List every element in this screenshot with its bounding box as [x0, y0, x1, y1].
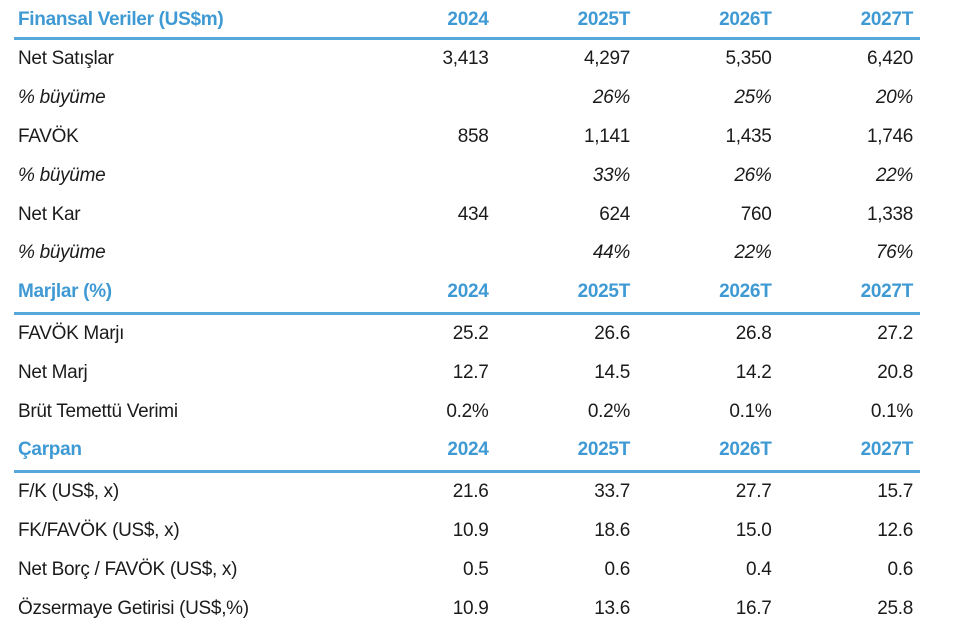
- table-row-net-kar: Net Kar 434 624 760 1,338: [14, 195, 920, 234]
- cell-value: 0.2%: [587, 400, 630, 422]
- cell-value: 26.6: [594, 322, 630, 344]
- table-row-net-borc-favok: Net Borç / FAVÖK (US$, x) 0.5 0.6 0.4 0.…: [14, 550, 920, 589]
- cell-value: 76%: [875, 242, 913, 264]
- cell-value: 20%: [875, 87, 913, 109]
- cell-value: 1,746: [866, 125, 913, 147]
- cell-value: 5,350: [725, 48, 772, 70]
- table-row-net-marj: Net Marj 12.7 14.5 14.2 20.8: [14, 353, 920, 392]
- cell-value: 1,435: [725, 125, 772, 147]
- column-header-2024: 2024: [354, 2, 496, 40]
- cell-value: 26%: [592, 87, 630, 109]
- cell-value: 0.4: [745, 558, 772, 580]
- cell-value: 16.7: [735, 597, 772, 619]
- cell-value: 0.6: [887, 558, 913, 580]
- cell-value: 15.7: [877, 481, 913, 503]
- cell-value: 25.8: [877, 597, 913, 619]
- column-header-2026t: 2026T: [637, 430, 779, 473]
- cell-value: 22%: [875, 164, 913, 186]
- table-row-net-satislar: Net Satışlar 3,413 4,297 5,350 6,420: [14, 39, 920, 79]
- section-title: Marjlar (%): [14, 272, 354, 315]
- row-label: Net Kar: [18, 203, 81, 225]
- row-label: Net Borç / FAVÖK (US$, x): [18, 558, 238, 580]
- column-header-2027t: 2027T: [778, 272, 920, 315]
- table-row-fk: F/K (US$, x) 21.6 33.7 27.7 15.7: [14, 471, 920, 511]
- section-title: Finansal Veriler (US$m): [14, 2, 354, 40]
- column-header-2026t: 2026T: [637, 2, 779, 40]
- row-label: % büyüme: [18, 242, 106, 264]
- cell-value: 0.2%: [446, 400, 489, 422]
- row-label: F/K (US$, x): [18, 481, 119, 503]
- cell-value: 10.9: [452, 519, 489, 541]
- cell-value: 434: [457, 203, 489, 225]
- cell-value: 27.7: [735, 481, 772, 503]
- column-header-2026t: 2026T: [637, 272, 779, 315]
- row-label: % büyüme: [18, 87, 106, 109]
- row-label: FAVÖK: [18, 125, 79, 147]
- cell-value: 6,420: [866, 48, 913, 70]
- cell-value: [354, 156, 496, 195]
- table-row-buyume-net-kar: % büyüme 44% 22% 76%: [14, 234, 920, 273]
- section-header-marjlar: Marjlar (%) 2024 2025T 2026T 2027T: [14, 272, 920, 315]
- cell-value: 0.1%: [729, 400, 772, 422]
- row-label: FAVÖK Marjı: [18, 322, 125, 344]
- table-row-favok-marji: FAVÖK Marjı 25.2 26.6 26.8 27.2: [14, 313, 920, 353]
- cell-value: 26%: [734, 164, 772, 186]
- cell-value: 33%: [592, 164, 630, 186]
- cell-value: 4,297: [583, 48, 630, 70]
- cell-value: 858: [457, 125, 489, 147]
- column-header-2027t: 2027T: [778, 430, 920, 473]
- cell-value: 1,338: [866, 203, 913, 225]
- column-header-2025t: 2025T: [495, 272, 637, 315]
- table-row-fk-favok: FK/FAVÖK (US$, x) 10.9 18.6 15.0 12.6: [14, 512, 920, 551]
- cell-value: 14.5: [594, 361, 630, 383]
- section-title: Çarpan: [14, 430, 354, 473]
- row-label: Net Satışlar: [18, 48, 114, 70]
- financials-table: Finansal Veriler (US$m) 2024 2025T 2026T…: [14, 2, 920, 628]
- cell-value: 12.7: [452, 361, 489, 383]
- cell-value: 21.6: [452, 481, 489, 503]
- column-header-2025t: 2025T: [495, 430, 637, 473]
- cell-value: 25.2: [452, 322, 489, 344]
- column-header-2025t: 2025T: [495, 2, 637, 40]
- cell-value: 3,413: [442, 48, 489, 70]
- table-row-ozsermaye-getirisi: Özsermaye Getirisi (US$,%) 10.9 13.6 16.…: [14, 589, 920, 628]
- cell-value: 0.1%: [870, 400, 913, 422]
- cell-value: 624: [599, 203, 630, 225]
- cell-value: 1,141: [583, 125, 630, 147]
- cell-value: 20.8: [877, 361, 913, 383]
- row-label: Brüt Temettü Verimi: [18, 400, 178, 422]
- table-row-brut-temettu-verimi: Brüt Temettü Verimi 0.2% 0.2% 0.1% 0.1%: [14, 392, 920, 431]
- cell-value: [354, 234, 496, 273]
- cell-value: 15.0: [735, 519, 772, 541]
- column-header-2027t: 2027T: [778, 2, 920, 40]
- cell-value: 14.2: [735, 361, 772, 383]
- row-label: Net Marj: [18, 361, 88, 383]
- cell-value: 25%: [734, 87, 772, 109]
- section-header-finansal-veriler: Finansal Veriler (US$m) 2024 2025T 2026T…: [14, 2, 920, 40]
- row-label: Özsermaye Getirisi (US$,%): [18, 597, 249, 619]
- cell-value: [354, 79, 496, 118]
- column-header-2024: 2024: [354, 430, 496, 473]
- cell-value: 0.5: [462, 558, 489, 580]
- cell-value: 33.7: [594, 481, 630, 503]
- cell-value: 760: [740, 203, 772, 225]
- cell-value: 26.8: [735, 322, 772, 344]
- cell-value: 10.9: [452, 597, 489, 619]
- cell-value: 27.2: [877, 322, 913, 344]
- cell-value: 18.6: [594, 519, 630, 541]
- table-row-buyume-favok: % büyüme 33% 26% 22%: [14, 156, 920, 195]
- table-row-favok: FAVÖK 858 1,141 1,435 1,746: [14, 118, 920, 157]
- table-row-buyume-net-satislar: % büyüme 26% 25% 20%: [14, 79, 920, 118]
- row-label: FK/FAVÖK (US$, x): [18, 519, 180, 541]
- cell-value: 13.6: [594, 597, 630, 619]
- column-header-2024: 2024: [354, 272, 496, 315]
- cell-value: 0.6: [604, 558, 630, 580]
- cell-value: 44%: [592, 242, 630, 264]
- cell-value: 12.6: [877, 519, 913, 541]
- cell-value: 22%: [734, 242, 772, 264]
- row-label: % büyüme: [18, 164, 106, 186]
- section-header-carpan: Çarpan 2024 2025T 2026T 2027T: [14, 430, 920, 473]
